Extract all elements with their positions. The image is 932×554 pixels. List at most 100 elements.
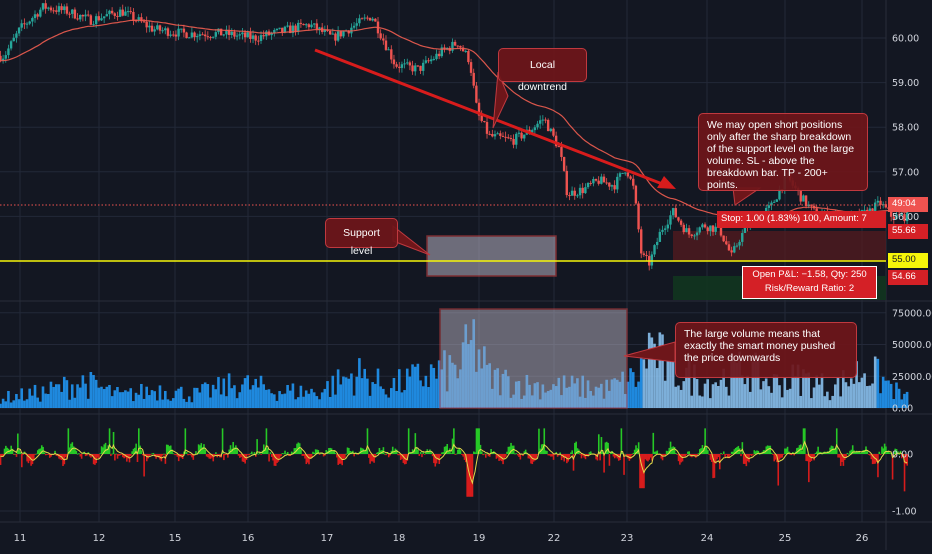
oscillator-bar (651, 454, 653, 461)
volume-bar (786, 389, 789, 408)
oscillator-bar (504, 454, 507, 457)
oscillator-bar (474, 452, 476, 454)
volume-bar (403, 390, 406, 408)
oscillator-bar (590, 451, 592, 454)
oscillator-bar (471, 454, 474, 497)
oscillator-bar (364, 450, 366, 454)
volume-bar (49, 381, 53, 408)
stop-tag[interactable]: Stop: 1.00 (1.83%) 100, Amount: 7 (717, 211, 886, 228)
oscillator-bar (675, 453, 677, 454)
volume-bar (150, 390, 154, 408)
candle-body (328, 30, 332, 35)
candle-body (804, 195, 808, 206)
pnl-tag[interactable]: Open P&L: −1.58, Qty: 250 Risk/Reward Ra… (742, 266, 877, 299)
volume-bar (783, 378, 787, 408)
oscillator-bar (704, 428, 706, 454)
candle-body (884, 204, 888, 208)
oscillator-bar (653, 451, 656, 454)
oscillator-bar (749, 454, 752, 456)
oscillator-bar (849, 450, 851, 454)
volume-bar (7, 390, 10, 408)
oscillator-bar (714, 454, 717, 464)
oscillator-bar (100, 446, 103, 454)
candle-body (507, 137, 510, 139)
stop-price-text: 54.66 (892, 271, 916, 282)
volume-bar (666, 352, 670, 408)
candle-body (12, 37, 15, 42)
volume-bar (100, 386, 103, 408)
volume-bar (355, 376, 359, 408)
volume-bar (39, 401, 42, 408)
candle-body (661, 229, 664, 232)
candle-body (634, 185, 638, 204)
oscillator-bar (741, 442, 744, 454)
volume-bar (315, 396, 319, 408)
oscillator-bar (188, 454, 191, 455)
candle-body (318, 27, 321, 30)
oscillator-bar (652, 432, 655, 454)
candle-body (517, 132, 521, 134)
oscillator-bar (713, 454, 716, 478)
volume-bar (275, 400, 279, 408)
candle-body (185, 32, 188, 39)
oscillator-bar (877, 454, 879, 478)
candle-body (443, 47, 446, 50)
oscillator-bar (421, 454, 423, 458)
oscillator-bar (821, 453, 823, 455)
oscillator-bar (786, 446, 789, 454)
volume-bar (674, 386, 678, 408)
candle-body (602, 176, 606, 183)
oscillator-bar (841, 454, 843, 462)
oscillator-bar (503, 454, 506, 460)
volume-bar (714, 382, 717, 408)
candle-body (108, 10, 111, 15)
candle-body (392, 59, 396, 65)
candle-body (297, 22, 300, 32)
oscillator-bar (805, 454, 807, 462)
candle-body (552, 128, 555, 136)
volume-bar (273, 394, 276, 408)
oscillator-bar (530, 454, 532, 464)
oscillator-bar (17, 433, 19, 454)
oscillator-bar (895, 449, 898, 454)
volume-bar (778, 385, 781, 408)
oscillator-bar (443, 446, 446, 454)
candle-body (129, 11, 132, 13)
oscillator-bar (336, 454, 338, 458)
candle-body (113, 13, 116, 16)
candle-body (47, 7, 50, 9)
volume-bar (110, 396, 114, 408)
volume-bar (775, 374, 779, 408)
oscillator-bar (71, 442, 74, 454)
oscillator-bar (247, 454, 249, 455)
candle-body (600, 176, 603, 184)
oscillator-bar (817, 446, 819, 454)
oscillator-bar (699, 449, 701, 454)
oscillator-bar (508, 446, 511, 454)
oscillator-bar (67, 428, 70, 454)
volume-bar (419, 380, 422, 408)
oscillator-bar (296, 443, 298, 454)
oscillator-bar (665, 450, 668, 454)
oscillator-bar (273, 454, 276, 466)
oscillator-bar (538, 428, 540, 454)
volume-bar (839, 396, 842, 408)
candle-body (576, 195, 579, 197)
oscillator-bar (572, 454, 575, 471)
idea-annotation: We may open short positions only after t… (698, 113, 868, 191)
oscillator-bar (732, 451, 734, 454)
volume-bar (647, 332, 651, 408)
oscillator-bar (38, 448, 40, 454)
oscillator-bar (789, 454, 792, 455)
candle-body (177, 28, 180, 37)
oscillator-bar (414, 433, 417, 454)
candle-body (211, 36, 215, 38)
oscillator-bar (903, 454, 906, 492)
volume-bar (903, 393, 906, 408)
oscillator-bar (54, 450, 56, 454)
oscillator-bar (831, 446, 834, 454)
volume-bar (118, 392, 122, 408)
volume-bar (52, 386, 55, 408)
oscillator-bar (645, 454, 648, 461)
